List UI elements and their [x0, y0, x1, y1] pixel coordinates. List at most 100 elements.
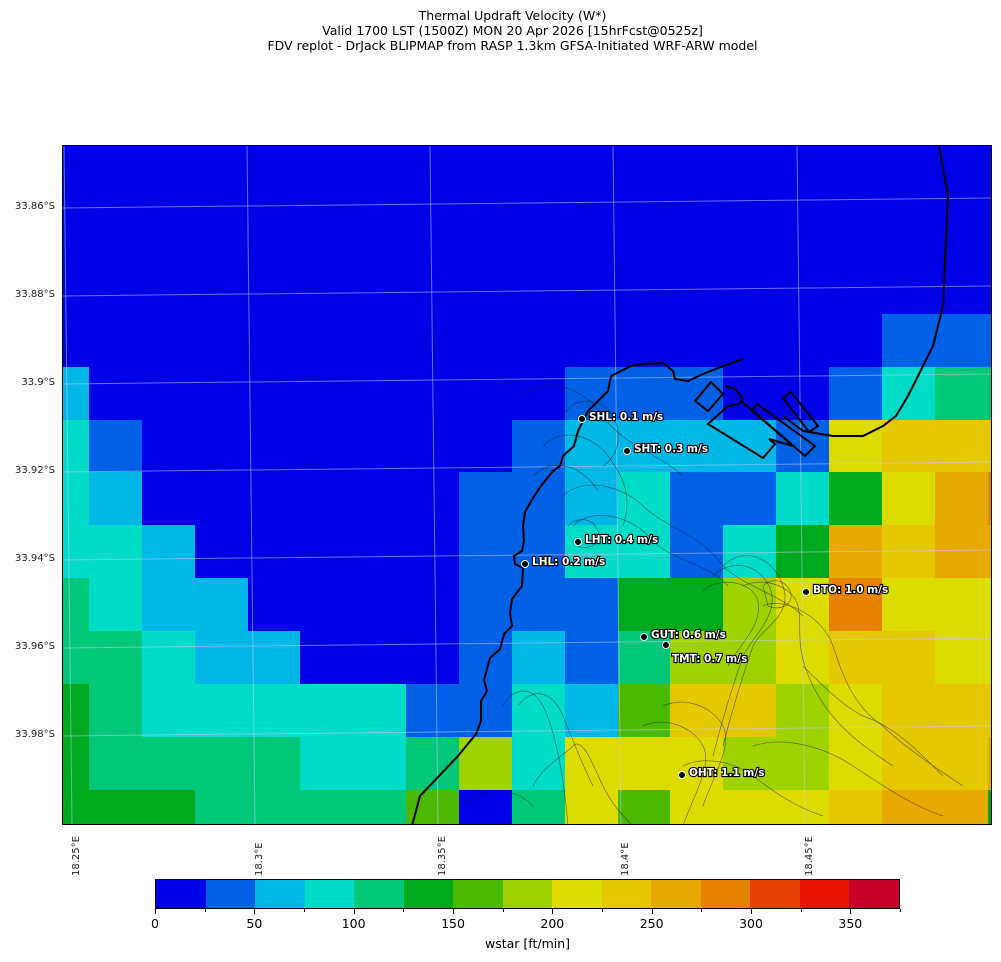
heatmap-cell [300, 472, 354, 526]
heatmap-cell [565, 684, 619, 738]
heatmap-cell [670, 525, 724, 579]
heatmap-cell [723, 525, 777, 579]
station-gut[interactable]: GUT: 0.6 m/s [640, 628, 727, 642]
heatmap-cell [935, 314, 989, 368]
colorbar-tick [900, 909, 901, 912]
y-axis-label: 33.88°S [15, 289, 55, 300]
heatmap-cell [512, 367, 566, 421]
heatmap-cell [776, 790, 830, 824]
heatmap-cell [829, 790, 883, 824]
heatmap-cell [988, 367, 991, 421]
heatmap-cell [512, 578, 566, 632]
heatmap-cell [829, 472, 883, 526]
heatmap-cell [565, 314, 619, 368]
station-label: TMT: 0.7 m/s [672, 653, 747, 665]
heatmap-cell [988, 472, 991, 526]
heatmap-cell [459, 737, 513, 791]
heatmap-cell [406, 578, 460, 632]
heatmap-cells [63, 146, 991, 824]
heatmap-cell [988, 790, 991, 824]
heatmap-cell [935, 525, 989, 579]
heatmap-cell [618, 146, 671, 315]
heatmap-cell [776, 684, 830, 738]
heatmap-cell [882, 684, 936, 738]
heatmap-cell [63, 790, 90, 824]
heatmap-cell [195, 472, 249, 526]
title-line-1: Thermal Updraft Velocity (W*) [418, 8, 607, 23]
heatmap-cell [829, 146, 883, 315]
colorbar-tick [304, 909, 305, 912]
colorbar-tick [701, 909, 702, 912]
heatmap-cell [63, 472, 90, 526]
station-shl[interactable]: SHL: 0.1 m/s [578, 410, 664, 424]
heatmap-cell [935, 420, 989, 473]
heatmap-cell [142, 472, 196, 526]
heatmap-cell [829, 578, 883, 632]
colorbar-segment [156, 880, 206, 908]
station-sht[interactable]: SHT: 0.3 m/s [623, 442, 709, 456]
heatmap-cell [406, 146, 460, 315]
station-tmt[interactable]: TMT: 0.7 m/s [662, 641, 748, 666]
heatmap-cell [935, 684, 989, 738]
colorbar-tick [801, 909, 802, 912]
colorbar-tick [453, 909, 454, 914]
heatmap-cell [512, 684, 566, 738]
map-plot-area[interactable]: SHL: 0.1 m/s SHT: 0.3 m/s LHT: 0.4 m/s LHL:… [62, 145, 992, 825]
title-line-2: Valid 1700 LST (1500Z) MON 20 Apr 2026 [… [322, 23, 703, 38]
heatmap-cell [142, 367, 196, 421]
heatmap-cell [248, 420, 301, 473]
colorbar-segment [601, 880, 652, 908]
colorbar-segment [403, 880, 454, 908]
heatmap-cell [618, 578, 671, 632]
heatmap-cell [723, 146, 777, 315]
heatmap-cell [882, 314, 936, 368]
colorbar-tick-label: 100 [341, 916, 366, 931]
heatmap-cell [142, 314, 196, 368]
heatmap-cell [353, 790, 407, 824]
heatmap-cell [882, 737, 936, 791]
heatmap-cell [248, 314, 301, 368]
station-oht[interactable]: OHT: 1.1 m/s [678, 766, 766, 780]
heatmap-cell [618, 737, 671, 791]
map-canvas: SHL: 0.1 m/s SHT: 0.3 m/s LHT: 0.4 m/s LHL:… [63, 146, 991, 824]
station-lhl[interactable]: LHL: 0.2 m/s [521, 555, 606, 569]
heatmap-cell [195, 631, 249, 685]
heatmap-cell [353, 525, 407, 579]
heatmap-cell [776, 367, 830, 421]
heatmap-cell [89, 790, 143, 824]
heatmap-cell [300, 146, 354, 315]
station-label: LHT: 0.4 m/s [585, 534, 658, 546]
heatmap-cell [248, 367, 301, 421]
heatmap-cell [512, 790, 566, 824]
station-label: SHL: 0.1 m/s [589, 411, 663, 423]
heatmap-cell [248, 790, 301, 824]
station-bto[interactable]: BTO: 1.0 m/s [802, 583, 889, 597]
station-marker-icon [623, 447, 631, 455]
heatmap-cell [565, 790, 619, 824]
station-label: BTO: 1.0 m/s [813, 584, 888, 596]
colorbar-tick [552, 909, 553, 914]
colorbar-tick [751, 909, 752, 914]
colorbar-segment [552, 880, 602, 908]
heatmap-cell [512, 420, 566, 473]
heatmap-cell [353, 684, 407, 738]
heatmap-cell [195, 684, 249, 738]
colorbar-tick-label: 0 [151, 916, 159, 931]
heatmap-cell [63, 737, 90, 791]
x-axis-label: 18.45°E [804, 836, 815, 876]
station-marker-icon [574, 538, 582, 546]
station-lht[interactable]: LHT: 0.4 m/s [574, 533, 659, 547]
heatmap-cell [776, 472, 830, 526]
colorbar-tick-label: 200 [540, 916, 565, 931]
heatmap-cell [618, 420, 671, 473]
coastline [411, 146, 950, 824]
colorbar-segment [750, 880, 800, 908]
heatmap-cell [565, 525, 619, 579]
heatmap-cell [723, 790, 777, 824]
heatmap-cell [723, 631, 777, 685]
x-axis-label: 18.35°E [437, 836, 448, 876]
heatmap-cell [89, 146, 143, 315]
heatmap-cell [248, 737, 301, 791]
heatmap-cell [776, 737, 830, 791]
heatmap-cell [988, 684, 991, 738]
